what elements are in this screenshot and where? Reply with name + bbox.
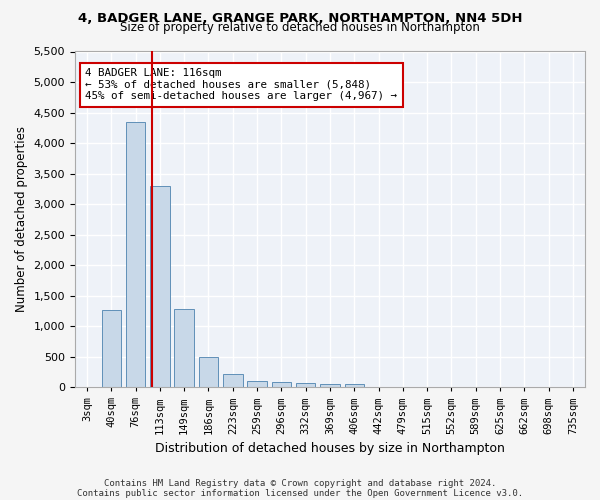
Bar	[150, 186, 170, 387]
Bar	[199, 357, 218, 387]
Bar	[344, 384, 364, 387]
Bar	[223, 374, 242, 387]
Text: 4, BADGER LANE, GRANGE PARK, NORTHAMPTON, NN4 5DH: 4, BADGER LANE, GRANGE PARK, NORTHAMPTON…	[78, 12, 522, 24]
Text: 4 BADGER LANE: 116sqm
← 53% of detached houses are smaller (5,848)
45% of semi-d: 4 BADGER LANE: 116sqm ← 53% of detached …	[85, 68, 397, 102]
Bar	[126, 122, 145, 387]
Bar	[247, 381, 267, 387]
Bar	[296, 384, 316, 387]
Bar	[175, 309, 194, 387]
Bar	[320, 384, 340, 387]
Bar	[101, 310, 121, 387]
Bar	[272, 382, 291, 387]
X-axis label: Distribution of detached houses by size in Northampton: Distribution of detached houses by size …	[155, 442, 505, 455]
Text: Contains HM Land Registry data © Crown copyright and database right 2024.
Contai: Contains HM Land Registry data © Crown c…	[77, 478, 523, 498]
Y-axis label: Number of detached properties: Number of detached properties	[15, 126, 28, 312]
Text: Size of property relative to detached houses in Northampton: Size of property relative to detached ho…	[120, 22, 480, 35]
